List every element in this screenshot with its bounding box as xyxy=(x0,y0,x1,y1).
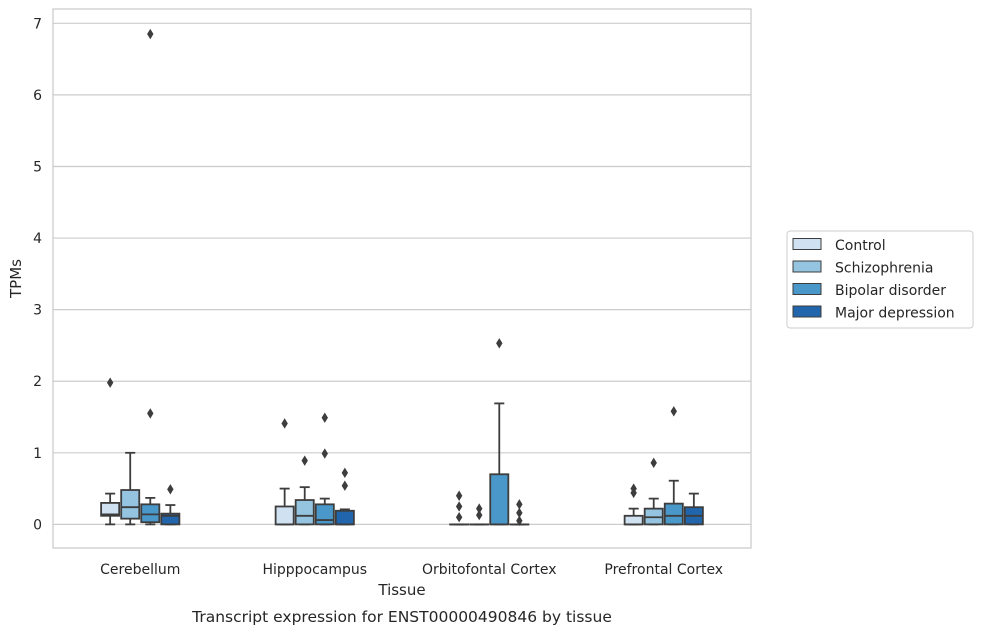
outlier-point xyxy=(455,512,463,523)
y-tick-label: 3 xyxy=(33,303,42,319)
outlier-point xyxy=(301,455,308,466)
legend-swatch xyxy=(792,260,822,273)
gridlines xyxy=(53,22,751,525)
box xyxy=(140,28,161,526)
box xyxy=(643,457,664,526)
outlier-point xyxy=(321,448,328,459)
box xyxy=(623,483,644,526)
legend-label: Bipolar disorder xyxy=(835,283,946,299)
box xyxy=(294,455,315,526)
outlier-point xyxy=(516,515,523,526)
box xyxy=(274,418,295,526)
box-group xyxy=(623,406,704,526)
plot-area xyxy=(52,8,752,549)
box-groups xyxy=(100,28,704,526)
outlier-point xyxy=(147,408,154,419)
y-axis-ticks: 0 1 2 3 4 5 6 7 xyxy=(33,16,42,533)
outlier-point xyxy=(650,457,657,469)
box-iqr xyxy=(274,505,295,526)
box-iqr xyxy=(334,509,355,526)
box-iqr xyxy=(120,489,141,520)
box xyxy=(663,406,684,526)
box xyxy=(489,338,510,526)
x-tick-label: Orbitofontal Cortex xyxy=(422,562,557,578)
outlier-point xyxy=(281,418,288,429)
legend-item: Schizophrenia xyxy=(792,260,933,277)
outlier-point xyxy=(455,501,463,512)
box-iqr xyxy=(623,514,644,526)
box xyxy=(469,503,490,526)
legend-label: Major depression xyxy=(835,306,955,322)
x-axis-ticks: Cerebellum Hipppocampus Orbitofontal Corte… xyxy=(100,562,723,578)
x-tick-label: Cerebellum xyxy=(100,562,180,578)
y-axis-label: TPMs xyxy=(7,259,25,299)
outlier-point xyxy=(476,509,483,521)
y-tick-label: 1 xyxy=(33,446,42,462)
legend-item: Control xyxy=(792,238,886,254)
box xyxy=(449,490,470,526)
legend-label: Schizophrenia xyxy=(835,261,933,277)
x-tick-label: Prefrontal Cortex xyxy=(604,562,723,578)
outlier-point xyxy=(516,507,523,519)
y-tick-label: 0 xyxy=(33,517,42,533)
box xyxy=(160,484,181,526)
outlier-point xyxy=(516,499,523,510)
outlier-point xyxy=(476,503,483,514)
legend-frame xyxy=(786,230,974,329)
legend: Control Schizophrenia Bipolar disorder Majo… xyxy=(786,230,974,329)
box-iqr xyxy=(663,502,684,526)
y-tick-label: 6 xyxy=(33,88,42,104)
legend-item: Major depression xyxy=(792,305,955,322)
box xyxy=(334,467,355,526)
y-tick-label: 4 xyxy=(33,231,42,247)
box-iqr xyxy=(100,502,121,517)
box-iqr xyxy=(489,473,510,526)
legend-swatch xyxy=(792,305,822,318)
box-group xyxy=(449,338,530,526)
box xyxy=(314,412,335,526)
legend-label: Control xyxy=(835,238,886,254)
box xyxy=(683,492,704,526)
box-iqr xyxy=(294,499,315,526)
box-iqr xyxy=(140,503,161,524)
box-group xyxy=(274,412,355,526)
legend-swatch xyxy=(792,238,822,250)
y-tick-label: 2 xyxy=(33,374,42,390)
box xyxy=(100,377,121,526)
outlier-point xyxy=(341,480,349,491)
chart-caption: Transcript expression for ENST0000049084… xyxy=(191,608,612,626)
x-axis-label: Tissue xyxy=(377,581,425,599)
x-tick-label: Hipppocampus xyxy=(262,562,367,578)
outlier-point xyxy=(341,467,349,479)
box xyxy=(120,451,141,526)
outlier-point xyxy=(630,483,637,494)
outlier-point xyxy=(496,338,503,349)
legend-swatch xyxy=(792,283,822,295)
outlier-point xyxy=(321,412,328,423)
y-tick-label: 7 xyxy=(33,16,42,32)
box-group xyxy=(100,28,181,526)
box-iqr xyxy=(160,512,181,526)
outlier-point xyxy=(147,28,154,40)
legend-item: Bipolar disorder xyxy=(792,283,946,299)
outlier-point xyxy=(670,406,677,417)
outlier-point xyxy=(455,490,463,501)
box-iqr xyxy=(314,503,335,526)
outlier-point xyxy=(167,484,174,495)
y-tick-label: 5 xyxy=(33,159,42,175)
box xyxy=(509,499,530,526)
outlier-point xyxy=(106,377,114,388)
